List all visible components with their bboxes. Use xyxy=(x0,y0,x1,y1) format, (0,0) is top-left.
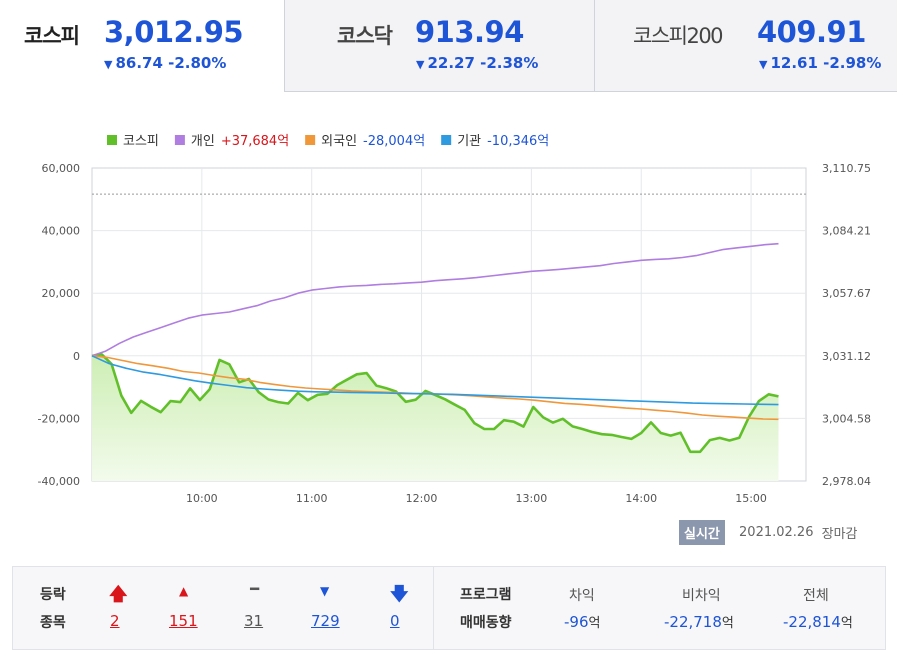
upper-limit-icon: 🡅 xyxy=(109,584,128,605)
x-tick-label: 13:00 xyxy=(516,492,548,505)
tab-kospi[interactable]: 코스피 3,012.95 ▼ 86.74 -2.80% xyxy=(0,0,284,92)
realtime-status: 실시간 2021.02.26 장마감 xyxy=(679,520,858,545)
y-right-tick-label: 3,004.58 xyxy=(822,412,871,425)
legend-label: 기관 xyxy=(457,134,481,149)
tab-kospi200-change: ▼ 12.61 -2.98% xyxy=(759,54,881,72)
total-value: -22,814억 xyxy=(783,612,853,631)
lower-limit-count[interactable]: 0 xyxy=(390,612,400,630)
tab-kospi-value: 3,012.95 xyxy=(104,15,244,49)
x-tick-label: 14:00 xyxy=(625,492,657,505)
series-line-institution xyxy=(91,355,779,406)
y-left-tick-label: 0 xyxy=(73,350,80,363)
status-date: 2021.02.26 xyxy=(739,525,814,540)
tab-kospi200[interactable]: 코스피200 409.91 ▼ 12.61 -2.98% xyxy=(594,0,897,92)
market-breadth-panel: 등락 종목 🡅 2 ▲ 151 ━ 31 ▼ 729 🡇 0 프로그램 매매동향… xyxy=(12,566,886,650)
arb-unit: 억 xyxy=(588,616,601,631)
tab-kosdaq-value: 913.94 xyxy=(415,15,524,49)
down-triangle-icon: ▼ xyxy=(416,58,425,71)
realtime-badge[interactable]: 실시간 xyxy=(679,520,725,545)
x-tick-label: 12:00 xyxy=(406,492,438,505)
series-line-individual xyxy=(91,242,779,357)
arb-number: -96 xyxy=(564,613,589,631)
lower-limit-icon: 🡇 xyxy=(390,584,409,605)
legend-value: +37,684억 xyxy=(221,134,289,149)
panel-divider xyxy=(433,567,434,649)
y-left-tick-label: 40,000 xyxy=(42,225,81,238)
y-right-tick-label: 3,031.12 xyxy=(822,350,871,363)
y-left-tick-label: -20,000 xyxy=(38,412,80,425)
y-left-tick-label: 20,000 xyxy=(42,287,81,300)
series-line-kospi xyxy=(91,353,779,454)
breadth-label-2: 종목 xyxy=(40,615,66,631)
y-left-tick-label: 60,000 xyxy=(42,162,81,175)
x-tick-label: 11:00 xyxy=(296,492,328,505)
tab-kosdaq[interactable]: 코스닥 913.94 ▼ 22.27 -2.38% xyxy=(284,0,594,92)
tab-kospi200-value: 409.91 xyxy=(757,15,866,49)
legend-label: 코스피 xyxy=(123,134,159,149)
legend-label: 외국인 xyxy=(321,134,357,149)
tab-kospi-change: ▼ 86.74 -2.80% xyxy=(104,54,226,72)
legend-swatch xyxy=(305,135,316,145)
up-triangle-icon: ▲ xyxy=(179,584,189,598)
legend-swatch xyxy=(174,135,185,145)
breadth-label-1: 등락 xyxy=(40,587,66,603)
tab-kospi-name: 코스피 xyxy=(24,24,80,48)
down-triangle-icon: ▼ xyxy=(759,58,768,71)
down-triangle-icon: ▼ xyxy=(320,584,330,598)
program-label-2: 매매동향 xyxy=(460,615,512,631)
y-left-tick-label: -40,000 xyxy=(38,475,80,488)
tab-kosdaq-change: ▼ 22.27 -2.38% xyxy=(416,54,538,72)
y-right-tick-label: 2,978.04 xyxy=(822,475,871,488)
legend-label: 개인 xyxy=(191,134,215,149)
chart-legend: 코스피 개인 +37,684억 외국인 -28,004억 기관 -10,346억 xyxy=(107,134,549,149)
chart-axes: 60,000 3,110.75 40,000 3,084.21 20,000 3,057.… xyxy=(38,162,871,505)
arb-label: 차익 xyxy=(569,588,595,604)
tab-kospi200-name: 코스피200 xyxy=(633,24,724,48)
up-count[interactable]: 151 xyxy=(169,612,198,630)
chart-plot xyxy=(91,242,779,481)
legend-swatch xyxy=(107,135,117,145)
tab-kospi200-change-text: 12.61 -2.98% xyxy=(770,54,882,72)
arb-value: -96억 xyxy=(564,612,600,631)
nonarb-label: 비차익 xyxy=(682,588,721,604)
flat-count[interactable]: 31 xyxy=(244,612,264,630)
index-tabs: 코스피 3,012.95 ▼ 86.74 -2.80% 코스닥 913.94 ▼ 2… xyxy=(0,0,897,93)
down-triangle-icon: ▼ xyxy=(104,58,113,71)
x-tick-label: 10:00 xyxy=(186,492,218,505)
y-right-tick-label: 3,057.67 xyxy=(822,287,871,300)
tab-kosdaq-change-text: 22.27 -2.38% xyxy=(427,54,539,72)
x-tick-label: 15:00 xyxy=(735,492,767,505)
total-number: -22,814 xyxy=(783,613,841,631)
nonarb-value: -22,718억 xyxy=(664,612,734,631)
investor-trend-chart: 코스피 개인 +37,684억 외국인 -28,004억 기관 -10,346억 60,00… xyxy=(38,134,871,505)
total-label: 전체 xyxy=(803,588,829,604)
market-state: 장마감 xyxy=(821,527,858,542)
legend-value: -28,004억 xyxy=(363,134,425,149)
kospi-area xyxy=(92,354,779,481)
flat-dash-icon: ━ xyxy=(250,580,260,598)
legend-swatch xyxy=(441,135,452,145)
legend-value: -10,346억 xyxy=(487,134,549,149)
tab-kospi-change-text: 86.74 -2.80% xyxy=(115,54,227,72)
program-label-1: 프로그램 xyxy=(460,587,512,603)
tab-kosdaq-name: 코스닥 xyxy=(337,24,393,48)
nonarb-number: -22,718 xyxy=(664,613,722,631)
total-unit: 억 xyxy=(840,616,853,631)
y-right-tick-label: 3,084.21 xyxy=(822,225,871,238)
y-right-tick-label: 3,110.75 xyxy=(822,162,871,175)
nonarb-unit: 억 xyxy=(721,616,734,631)
upper-limit-count[interactable]: 2 xyxy=(110,612,120,630)
down-count[interactable]: 729 xyxy=(311,612,340,630)
